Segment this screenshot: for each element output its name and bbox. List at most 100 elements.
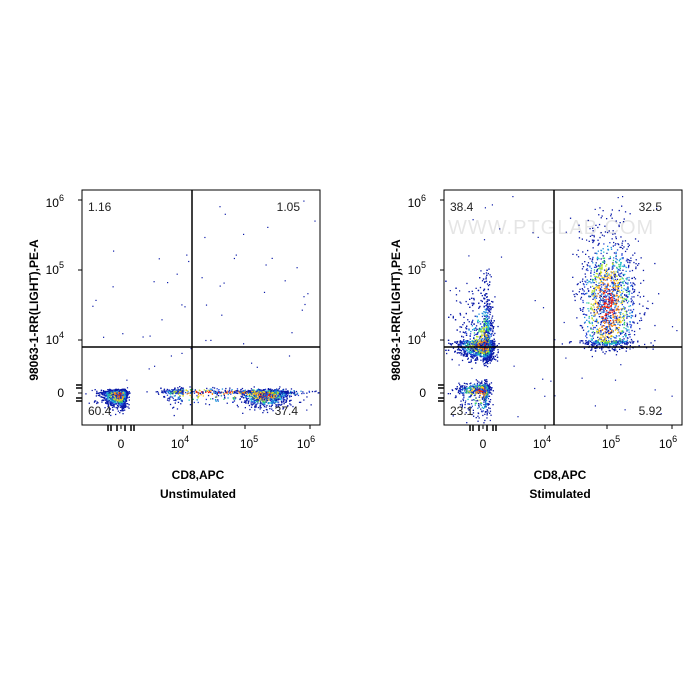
event-point	[264, 401, 267, 403]
event-point	[260, 402, 262, 404]
event-point	[224, 397, 226, 399]
event-point	[167, 391, 169, 393]
event-point	[236, 404, 238, 406]
event-point	[178, 396, 180, 399]
event-point	[247, 389, 249, 392]
event-point	[171, 391, 173, 393]
event-point	[283, 392, 285, 394]
event-point	[235, 254, 237, 256]
event-point	[278, 388, 280, 390]
event-point	[278, 391, 280, 393]
event-point	[243, 392, 245, 394]
event-point	[255, 394, 257, 396]
event-point	[303, 392, 305, 395]
event-point	[206, 387, 208, 390]
event-point	[480, 341, 482, 343]
event-point	[482, 327, 484, 330]
event-point	[238, 392, 240, 394]
event-point	[186, 390, 188, 392]
event-point	[122, 396, 124, 398]
event-point	[303, 399, 305, 401]
event-point	[107, 389, 109, 391]
event-point	[212, 398, 214, 400]
event-point	[258, 393, 260, 395]
event-point	[122, 397, 124, 399]
event-point	[268, 392, 270, 394]
quadrant-upper-left-value: 1.16	[88, 200, 112, 214]
event-point	[261, 392, 263, 394]
event-point	[161, 319, 163, 321]
event-point	[279, 398, 282, 400]
event-point	[117, 401, 119, 403]
event-point	[113, 398, 115, 401]
event-point	[252, 397, 254, 399]
event-point	[462, 324, 464, 326]
event-point	[120, 393, 122, 395]
event-point	[177, 390, 179, 392]
event-point	[245, 394, 248, 396]
event-point	[496, 354, 498, 356]
event-point	[122, 403, 124, 405]
event-point	[113, 395, 115, 397]
event-point	[276, 397, 278, 399]
event-point	[473, 356, 475, 358]
event-point	[284, 391, 287, 393]
event-point	[221, 314, 223, 316]
event-point	[106, 394, 108, 396]
event-point	[186, 254, 188, 256]
event-point	[277, 403, 279, 405]
event-point	[121, 391, 123, 393]
event-point	[271, 408, 273, 410]
event-point	[474, 315, 476, 317]
quadrant-upper-right-value: 1.05	[277, 200, 301, 214]
event-point	[477, 359, 479, 361]
event-point	[260, 403, 262, 405]
event-point	[491, 332, 493, 335]
event-point	[306, 396, 308, 398]
event-point	[266, 395, 268, 397]
event-point	[107, 405, 109, 408]
event-point	[274, 397, 276, 399]
event-point	[275, 395, 277, 397]
event-point	[282, 399, 284, 401]
event-point	[248, 392, 250, 395]
event-point	[464, 348, 466, 350]
event-point	[251, 389, 254, 391]
event-point	[110, 401, 112, 403]
event-point	[172, 397, 174, 399]
event-point	[283, 403, 285, 405]
event-point	[168, 389, 170, 391]
event-point	[121, 410, 123, 412]
event-point	[209, 388, 211, 390]
quadrant-lower-right-value: 37.4	[275, 404, 299, 418]
event-point	[290, 390, 292, 392]
event-point	[213, 387, 216, 389]
event-point	[254, 395, 257, 397]
event-point	[118, 401, 120, 404]
event-point	[243, 233, 245, 235]
event-point	[119, 399, 121, 402]
event-point	[207, 389, 209, 392]
event-point	[485, 276, 487, 278]
event-point	[246, 398, 248, 400]
event-point	[262, 397, 264, 399]
event-point	[249, 396, 251, 398]
event-point	[296, 392, 299, 394]
event-point	[261, 390, 263, 392]
event-point	[208, 390, 211, 392]
event-point	[189, 394, 191, 397]
unstimulated-plot: 0 104 105 106 0 104 105 106 1.16 1.05 60…	[27, 189, 321, 501]
event-point	[178, 391, 180, 393]
event-point	[153, 281, 155, 283]
event-point	[243, 393, 245, 395]
event-point	[286, 391, 288, 393]
event-point	[251, 362, 253, 364]
event-point	[205, 304, 208, 306]
event-point	[223, 392, 225, 395]
event-point	[274, 395, 276, 397]
event-point	[274, 395, 276, 398]
event-point	[232, 398, 235, 400]
event-point	[244, 407, 246, 409]
event-point	[220, 392, 222, 394]
